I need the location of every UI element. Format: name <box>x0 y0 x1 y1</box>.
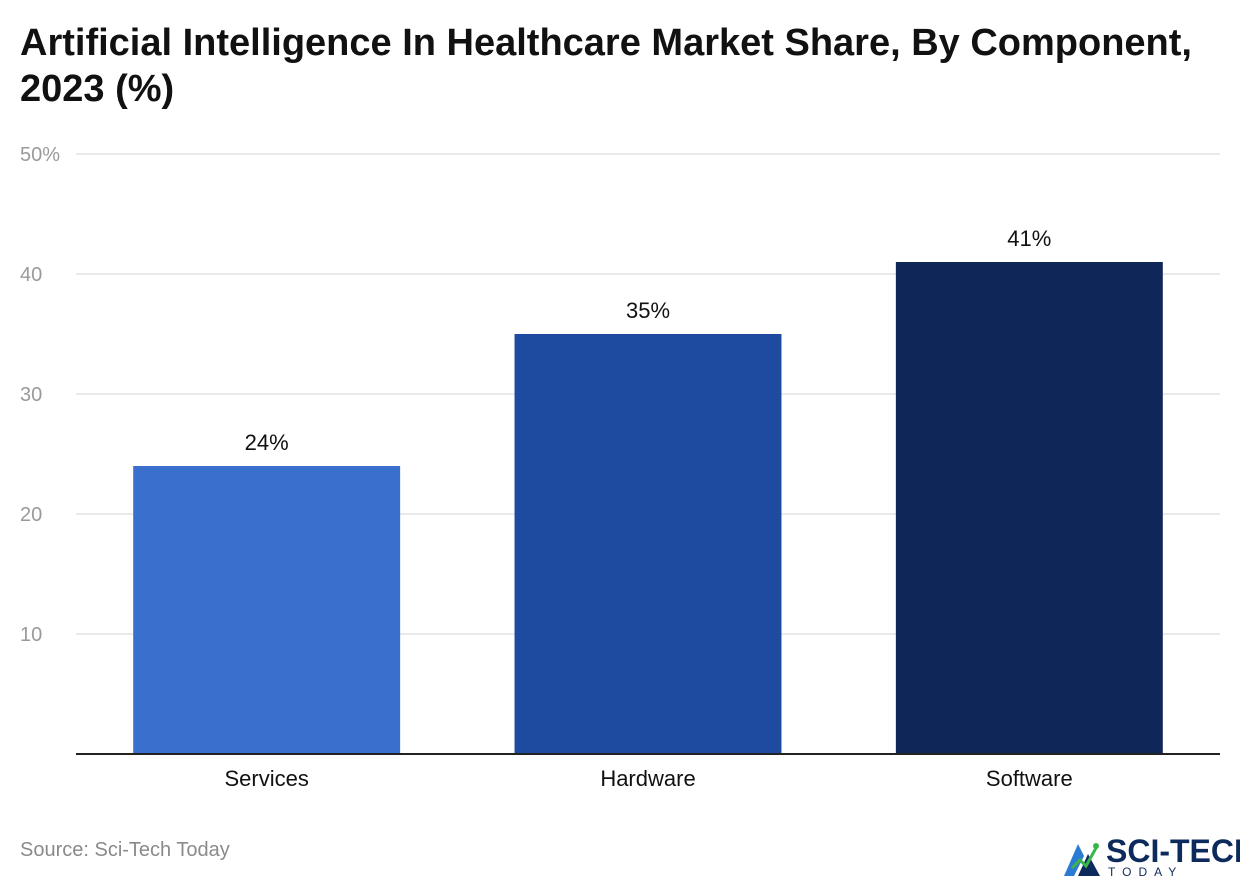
data-label: 41% <box>1007 226 1051 251</box>
y-axis-ticks: 10 20 30 40 50% <box>20 144 60 646</box>
x-tick-label: Software <box>986 766 1073 791</box>
chart-title: Artificial Intelligence In Healthcare Ma… <box>20 20 1200 112</box>
x-tick-label: Services <box>224 766 308 791</box>
bar-chart: 10 20 30 40 50% 24% 35% 41% Services Hardware So… <box>0 130 1240 810</box>
source-note: Source: Sci-Tech Today <box>20 839 230 862</box>
x-tick-label: Hardware <box>600 766 695 791</box>
logo-name: SCI-TECH <box>1106 834 1240 868</box>
y-tick-label: 30 <box>20 384 42 406</box>
bars <box>133 262 1163 754</box>
y-tick-label: 20 <box>20 504 42 526</box>
x-axis-ticks: Services Hardware Software <box>224 766 1072 791</box>
y-tick-label: 50% <box>20 144 60 166</box>
bar-services <box>133 466 400 754</box>
logo-mark-icon <box>1062 838 1104 878</box>
logo-subtitle: TODAY <box>1108 866 1183 878</box>
sci-tech-today-logo: SCI-TECH TODAY <box>1062 832 1238 880</box>
bar-software <box>896 262 1163 754</box>
y-tick-label: 10 <box>20 624 42 646</box>
y-tick-label: 40 <box>20 264 42 286</box>
bar-hardware <box>515 334 782 754</box>
data-label: 35% <box>626 298 670 323</box>
data-label: 24% <box>245 430 289 455</box>
